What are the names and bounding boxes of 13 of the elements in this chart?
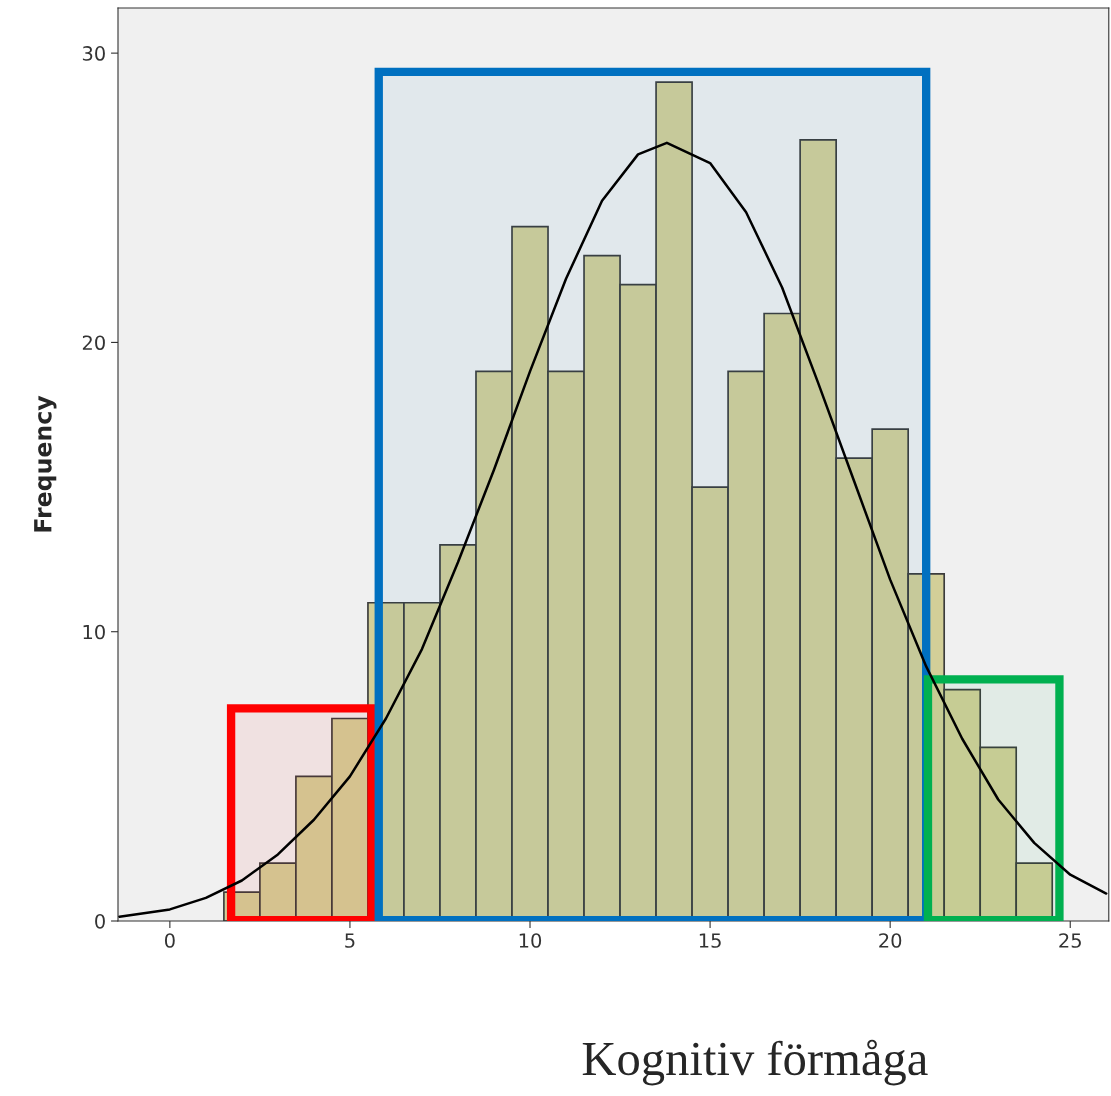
y-tick-label: 30	[82, 46, 105, 61]
x-tick-label: 5	[345, 933, 355, 948]
y-tick-label: 10	[83, 624, 105, 640]
x-tick-label: 25	[1059, 933, 1081, 948]
y-tick-label: 20	[82, 335, 105, 351]
x-tick-label: 0	[164, 933, 175, 948]
x-tick-label: 10	[519, 933, 542, 948]
y-tick-label: 0	[95, 913, 105, 929]
x-tick-label: 15	[699, 933, 721, 948]
x-tick-label: 20	[879, 933, 902, 948]
y-axis-title: Frequency	[34, 395, 57, 532]
line-series	[118, 141, 1108, 918]
x-axis-title: Kognitiv förmåga	[582, 1039, 928, 1086]
